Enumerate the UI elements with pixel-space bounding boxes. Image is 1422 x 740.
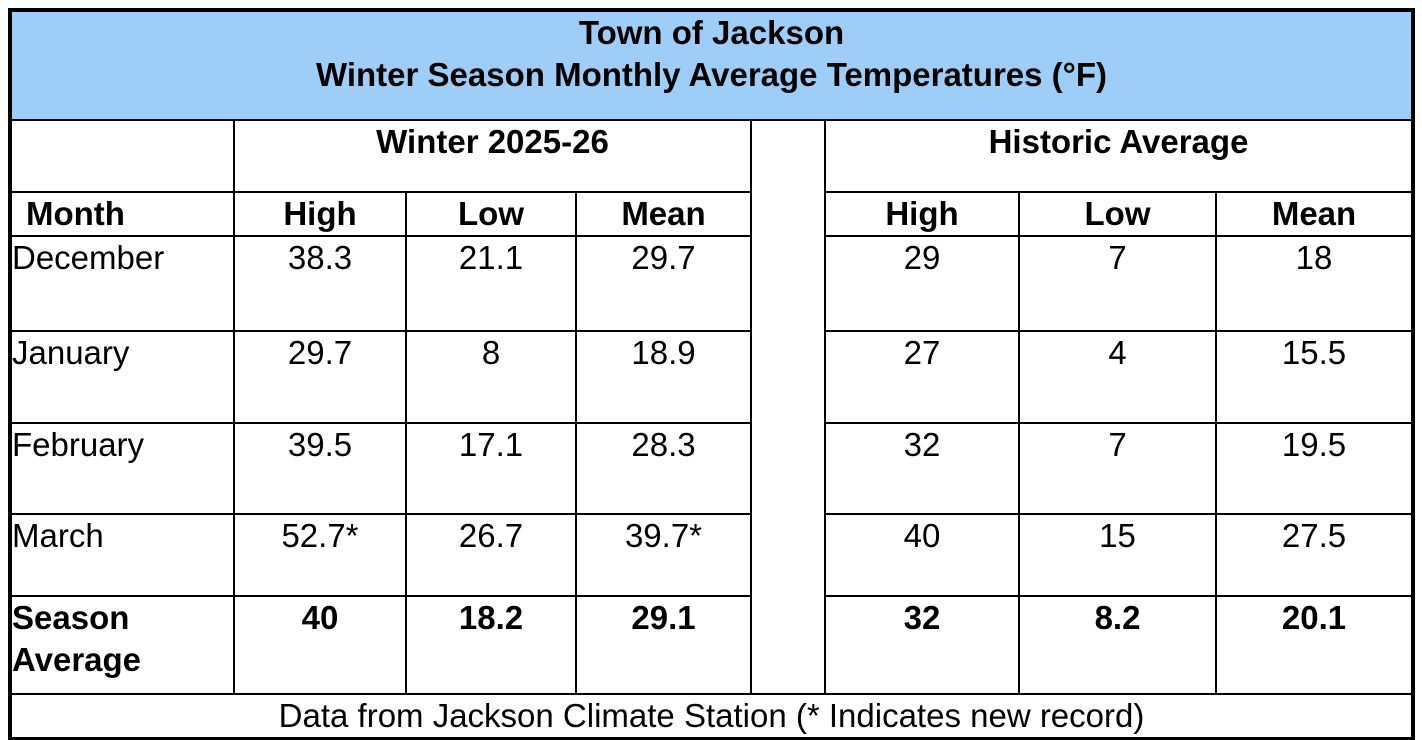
title-banner: Town of Jackson Winter Season Monthly Av…	[8, 9, 1415, 121]
season-winter-low-cell: 18.2	[405, 595, 577, 695]
season-average-label: Season Average	[9, 595, 235, 695]
table-row: January 29.7 8 18.9 27 4 15.5	[9, 330, 1415, 424]
title-line-2: Winter Season Monthly Average Temperatur…	[316, 56, 1108, 93]
winter-mean-cell: 18.9	[575, 330, 752, 424]
column-header-month: Month	[9, 191, 235, 237]
spacer-column	[750, 119, 826, 695]
historic-low-cell: 7	[1018, 235, 1217, 332]
group-header-winter: Winter 2025-26	[233, 119, 752, 193]
table-row: December 38.3 21.1 29.7 29 7 18	[9, 235, 1415, 332]
historic-high-cell: 32	[824, 422, 1020, 515]
month-cell: March	[9, 513, 235, 597]
month-cell: January	[9, 330, 235, 424]
winter-low-cell: 8	[405, 330, 577, 424]
season-historic-mean-cell: 20.1	[1214, 595, 1415, 695]
table-row: February 39.5 17.1 28.3 32 7 19.5	[9, 422, 1415, 515]
column-header-historic-low: Low	[1018, 191, 1217, 237]
historic-mean-cell: 19.5	[1214, 422, 1415, 515]
month-cell: February	[9, 422, 235, 515]
winter-mean-cell: 28.3	[575, 422, 752, 515]
column-header-historic-high: High	[824, 191, 1020, 237]
column-header-historic-mean: Mean	[1214, 191, 1415, 237]
historic-high-cell: 29	[824, 235, 1020, 332]
historic-mean-cell: 27.5	[1214, 513, 1415, 597]
column-header-winter-mean: Mean	[575, 191, 752, 237]
season-winter-high-cell: 40	[233, 595, 407, 695]
winter-low-cell: 26.7	[405, 513, 577, 597]
column-header-winter-high: High	[233, 191, 407, 237]
historic-low-cell: 7	[1018, 422, 1217, 515]
month-cell: December	[9, 235, 235, 332]
historic-low-cell: 4	[1018, 330, 1217, 424]
blank-corner-cell	[9, 119, 235, 193]
winter-low-cell: 21.1	[405, 235, 577, 332]
winter-mean-cell: 29.7	[575, 235, 752, 332]
winter-mean-cell: 39.7*	[575, 513, 752, 597]
historic-low-cell: 15	[1018, 513, 1217, 597]
season-historic-low-cell: 8.2	[1018, 595, 1217, 695]
title-line-1: Town of Jackson	[578, 14, 845, 51]
group-header-historic: Historic Average	[823, 119, 1415, 193]
winter-high-cell: 39.5	[233, 422, 407, 515]
footnote: Data from Jackson Climate Station (* Ind…	[8, 693, 1415, 740]
column-header-winter-low: Low	[405, 191, 577, 237]
winter-high-cell: 38.3	[233, 235, 407, 332]
temperature-table: Town of Jackson Winter Season Monthly Av…	[8, 8, 1416, 740]
season-average-row: Season Average 40 18.2 29.1 32 8.2 20.1	[9, 595, 1415, 695]
winter-low-cell: 17.1	[405, 422, 577, 515]
historic-high-cell: 27	[824, 330, 1020, 424]
season-historic-high-cell: 32	[824, 595, 1020, 695]
table-row: March 52.7* 26.7 39.7* 40 15 27.5	[9, 513, 1415, 597]
winter-high-cell: 29.7	[233, 330, 407, 424]
historic-mean-cell: 18	[1214, 235, 1415, 332]
season-winter-mean-cell: 29.1	[575, 595, 752, 695]
historic-mean-cell: 15.5	[1214, 330, 1415, 424]
historic-high-cell: 40	[824, 513, 1020, 597]
winter-high-cell: 52.7*	[233, 513, 407, 597]
